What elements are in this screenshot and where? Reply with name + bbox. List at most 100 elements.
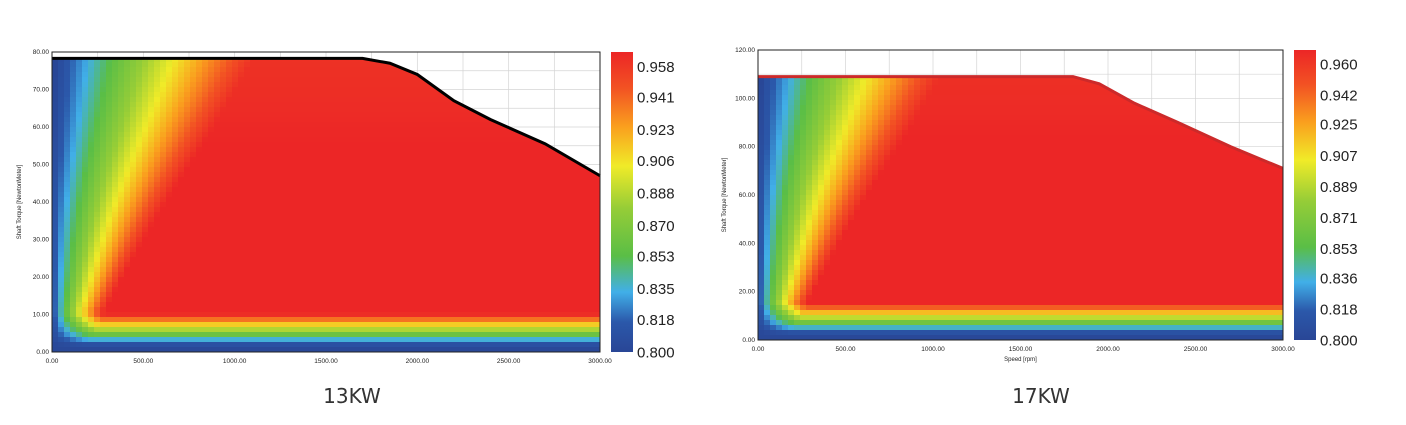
heatmap-cell [574,292,581,298]
heatmap-cell [82,342,89,348]
heatmap-cell [460,297,467,303]
heatmap-cell [328,272,335,278]
heatmap-cell [322,147,329,153]
heatmap-cell [538,182,545,188]
heatmap-cell [142,227,149,233]
heatmap-cell [508,267,515,273]
heatmap-cell [292,252,299,258]
heatmap-cell [100,317,107,323]
heatmap-cell [292,82,299,88]
heatmap-cell [112,117,119,123]
heatmap-cell [274,172,281,178]
heatmap-cell [316,182,323,188]
heatmap-cell [220,332,227,338]
heatmap-cell [424,292,431,298]
heatmap-cell [298,58,305,63]
heatmap-cell [550,182,557,188]
heatmap-cell [124,147,131,153]
heatmap-cell [502,237,509,243]
heatmap-cell [328,197,335,203]
heatmap-cell [328,137,335,143]
heatmap-cell [358,252,365,258]
heatmap-cell [76,202,83,208]
heatmap-cell [154,87,161,93]
heatmap-cell [550,212,557,218]
heatmap-cell [430,172,437,178]
heatmap-cell [490,197,497,203]
heatmap-cell [202,172,209,178]
heatmap-cell [238,58,245,63]
heatmap-cell [406,272,413,278]
heatmap-cell [490,297,497,303]
heatmap-cell [172,182,179,188]
heatmap-cell [286,167,293,173]
heatmap-cell [184,72,191,78]
heatmap-cell [112,312,119,318]
heatmap-cell [88,322,95,328]
heatmap-cell [232,227,239,233]
heatmap-cell [88,72,95,78]
heatmap-cell [226,282,233,288]
heatmap-cell [424,112,431,118]
heatmap-cell [250,312,257,318]
heatmap-cell [274,232,281,238]
heatmap-cell [346,322,353,328]
heatmap-cell [532,297,539,303]
heatmap-cell [172,197,179,203]
heatmap-cell [424,97,431,103]
heatmap-cell [358,147,365,153]
heatmap-cell [412,82,419,88]
heatmap-cell [268,77,275,83]
heatmap-cell [562,347,569,352]
heatmap-cell [262,192,269,198]
heatmap-cell [94,257,101,263]
heatmap-cell [274,342,281,348]
heatmap-cell [502,137,509,143]
heatmap-cell [280,232,287,238]
heatmap-cell [238,257,245,263]
heatmap-cell [424,102,431,108]
heatmap-cell [532,252,539,258]
heatmap-cell [256,322,263,328]
heatmap-cell [274,347,281,352]
heatmap-cell [526,327,533,333]
heatmap-cell [310,197,317,203]
heatmap-cell [514,192,521,198]
heatmap-cell [502,217,509,223]
heatmap-cell [250,52,257,58]
heatmap-cell [484,222,491,228]
heatmap-cell [376,322,383,328]
heatmap-cell [124,272,131,278]
heatmap-cell [280,312,287,318]
heatmap-cell [184,92,191,98]
heatmap-cell [316,107,323,113]
heatmap-cell [220,77,227,83]
heatmap-cell [190,212,197,218]
heatmap-cell [514,257,521,263]
heatmap-cell [484,247,491,253]
heatmap-cell [376,262,383,268]
heatmap-cell [394,117,401,123]
heatmap-cell [220,237,227,243]
heatmap-cell [244,132,251,138]
heatmap-cell [226,167,233,173]
heatmap-cell [94,202,101,208]
heatmap-cell [376,272,383,278]
heatmap-cell [298,62,305,68]
heatmap-cell [352,167,359,173]
heatmap-cell [490,222,497,228]
heatmap-cell [544,312,551,318]
heatmap-cell [238,212,245,218]
heatmap-cell [172,307,179,313]
heatmap-cell [340,127,347,133]
heatmap-cell [244,197,251,203]
heatmap-cell [88,77,95,83]
heatmap-cell [340,152,347,158]
heatmap-cell [418,327,425,333]
heatmap-cell [544,252,551,258]
heatmap-cell [202,112,209,118]
heatmap-cell [508,322,515,328]
heatmap-cell [472,187,479,193]
heatmap-cell [412,92,419,98]
heatmap-cell [100,112,107,118]
